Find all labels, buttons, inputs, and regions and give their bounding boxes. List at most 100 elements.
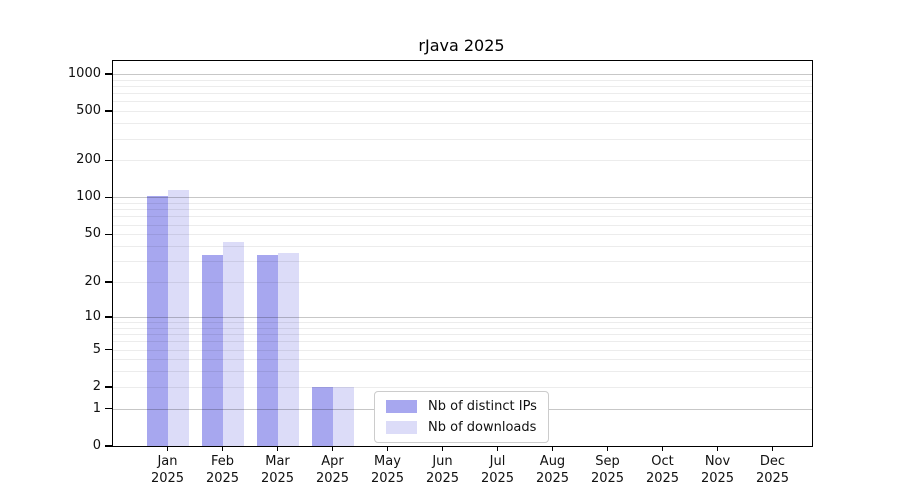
y-tick-mark xyxy=(105,407,112,410)
x-tick-year: 2025 xyxy=(755,471,790,486)
x-tick-month: Apr xyxy=(321,454,344,469)
y-tick-mark xyxy=(105,233,112,235)
gridline-minor xyxy=(113,111,812,113)
gridline-minor xyxy=(113,261,812,263)
bar-downloads xyxy=(167,190,189,446)
gridline-minor xyxy=(113,203,812,205)
legend-item-distinct-ips: Nb of distinct IPs xyxy=(386,399,537,414)
y-tick-mark xyxy=(105,110,112,112)
gridline-minor xyxy=(113,341,812,343)
gridline-minor xyxy=(113,322,812,323)
y-tick-label: 10 xyxy=(84,308,101,324)
x-tick-year: 2025 xyxy=(700,471,735,486)
y-tick-label: 100 xyxy=(76,189,101,205)
legend-label-distinct-ips: Nb of distinct IPs xyxy=(428,399,537,414)
x-tick-mark xyxy=(716,446,719,451)
x-tick-mark xyxy=(386,446,389,451)
y-tick-label: 1000 xyxy=(67,65,101,81)
gridline-minor xyxy=(113,371,812,373)
x-tick-month: Jul xyxy=(489,454,506,469)
x-tick-mark xyxy=(496,446,499,451)
x-tick-label: Feb 2025 xyxy=(196,453,250,487)
x-tick-label: Oct 2025 xyxy=(636,453,690,487)
gridline-major xyxy=(113,316,812,318)
bar-downloads xyxy=(277,253,299,446)
bar-distinct-ips xyxy=(146,195,168,446)
gridline-major xyxy=(113,197,812,199)
x-tick-month: Jan xyxy=(157,454,178,469)
gridline-minor xyxy=(113,79,812,81)
y-tick-mark xyxy=(105,159,112,162)
y-tick-mark xyxy=(105,73,112,75)
x-tick-year: 2025 xyxy=(645,471,680,486)
x-tick-month: May xyxy=(374,454,401,469)
x-tick-label: Mar 2025 xyxy=(251,453,305,487)
x-tick-year: 2025 xyxy=(150,471,185,486)
gridline-minor xyxy=(113,246,812,247)
y-tick-label: 50 xyxy=(84,226,101,242)
x-tick-label: May 2025 xyxy=(361,453,415,487)
bar-distinct-ips xyxy=(311,386,333,446)
x-tick-month: Sep xyxy=(595,454,620,469)
x-tick-label: Aug 2025 xyxy=(526,453,580,487)
y-tick-label: 5 xyxy=(92,341,101,357)
x-tick-month: Jun xyxy=(432,454,453,469)
bar-downloads xyxy=(222,242,244,446)
gridline-minor xyxy=(113,386,812,388)
x-tick-mark xyxy=(441,446,444,451)
gridline-minor xyxy=(113,282,812,284)
x-tick-year: 2025 xyxy=(260,471,295,486)
gridline-minor xyxy=(113,93,812,95)
legend-swatch-distinct-ips-icon xyxy=(386,400,417,413)
gridline-minor xyxy=(113,327,812,329)
y-tick-mark xyxy=(105,348,112,351)
chart-title: rJava 2025 xyxy=(418,36,505,55)
x-tick-mark xyxy=(166,446,169,451)
x-tick-label: Jul 2025 xyxy=(471,453,525,487)
y-tick-label: 1 xyxy=(92,400,101,416)
y-tick-mark xyxy=(105,316,112,318)
x-tick-month: Aug xyxy=(539,454,566,469)
y-tick-label: 500 xyxy=(76,103,101,119)
legend-item-downloads: Nb of downloads xyxy=(386,420,537,435)
legend: Nb of distinct IPs Nb of downloads xyxy=(374,391,549,443)
x-tick-year: 2025 xyxy=(535,471,570,486)
x-tick-month: Nov xyxy=(704,454,731,469)
x-tick-mark xyxy=(331,446,334,451)
x-tick-year: 2025 xyxy=(425,471,460,486)
x-tick-mark xyxy=(606,446,609,451)
x-tick-label: Jun 2025 xyxy=(416,453,470,487)
gridline-minor xyxy=(113,224,812,226)
x-tick-mark xyxy=(221,446,224,451)
gridline-minor xyxy=(113,234,812,236)
y-tick-label: 2 xyxy=(92,378,101,394)
gridline-major xyxy=(113,73,812,75)
y-tick-mark xyxy=(105,386,112,388)
x-tick-label: Sep 2025 xyxy=(581,453,635,487)
x-tick-year: 2025 xyxy=(370,471,405,486)
y-tick-label: 200 xyxy=(76,152,101,168)
plot-area: Nb of distinct IPs Nb of downloads 0 1 2 5 1… xyxy=(68,60,813,486)
gridline-minor xyxy=(113,85,812,87)
y-tick-mark xyxy=(105,281,112,283)
gridline-minor xyxy=(113,349,812,351)
bar-distinct-ips xyxy=(256,254,278,446)
y-tick-mark xyxy=(105,196,112,199)
gridline-minor xyxy=(113,138,812,140)
x-tick-label: Dec 2025 xyxy=(746,453,800,487)
gridline-minor xyxy=(113,216,812,218)
x-tick-mark xyxy=(551,446,554,451)
x-tick-label: Apr 2025 xyxy=(306,453,360,487)
y-tick-label: 20 xyxy=(84,274,101,290)
x-tick-label: Nov 2025 xyxy=(691,453,745,487)
legend-label-downloads: Nb of downloads xyxy=(428,420,537,435)
x-tick-month: Dec xyxy=(759,454,786,469)
x-tick-mark xyxy=(771,446,774,451)
x-tick-mark xyxy=(661,446,664,451)
legend-swatch-downloads-icon xyxy=(386,421,417,434)
gridline-minor xyxy=(113,123,812,125)
y-tick-label: 0 xyxy=(92,438,101,453)
x-tick-year: 2025 xyxy=(480,471,515,486)
x-tick-mark xyxy=(276,446,279,451)
